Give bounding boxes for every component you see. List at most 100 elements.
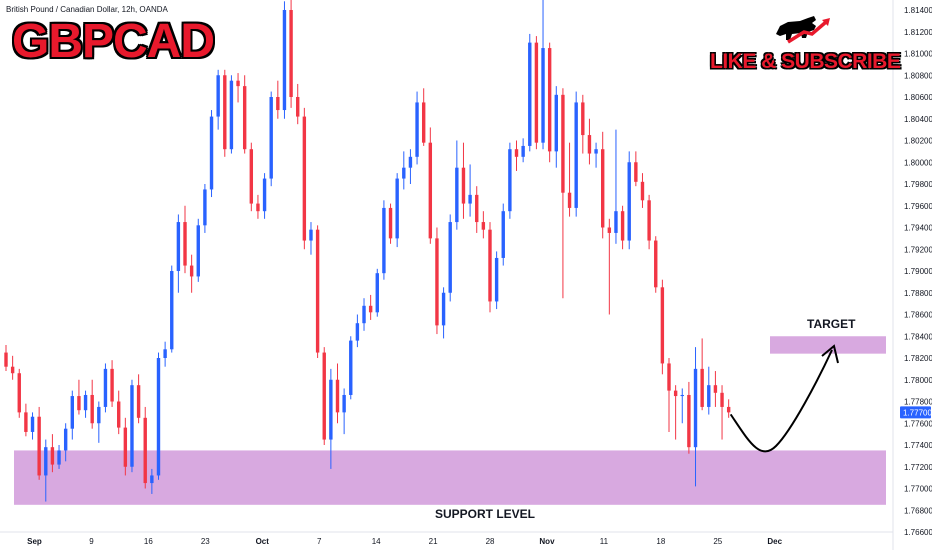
candle-body xyxy=(455,167,459,223)
candle-body xyxy=(150,475,154,484)
candle-body xyxy=(50,447,55,465)
candle xyxy=(57,445,61,469)
candle-body xyxy=(601,149,605,228)
candle-body xyxy=(581,102,585,136)
candle xyxy=(634,151,638,187)
candle xyxy=(508,142,512,219)
candle-body xyxy=(223,75,227,150)
candle-body xyxy=(4,352,8,367)
candle-body xyxy=(707,385,711,407)
candle-body xyxy=(614,211,618,233)
price-tick-label: 1.77800 xyxy=(904,398,932,407)
candle-body xyxy=(355,323,360,341)
candle-body xyxy=(83,394,88,411)
candle xyxy=(123,417,128,476)
candle-body xyxy=(242,86,247,150)
price-tick-label: 1.81000 xyxy=(904,50,932,59)
candle-body xyxy=(315,229,320,353)
candle-body xyxy=(282,10,287,111)
price-tick-label: 1.79800 xyxy=(904,180,932,189)
candle xyxy=(24,403,28,437)
candle xyxy=(209,110,214,198)
candle-body xyxy=(461,167,466,204)
candle-body xyxy=(368,305,373,313)
candle xyxy=(461,142,466,219)
candle-body xyxy=(475,194,479,223)
candle-body xyxy=(163,349,167,358)
candle xyxy=(594,142,598,168)
price-tick-label: 1.81200 xyxy=(904,28,932,37)
candle xyxy=(110,360,114,407)
date-tick-label: Nov xyxy=(539,537,555,546)
overlay-layer xyxy=(729,344,839,453)
candle-body xyxy=(156,358,161,476)
date-tick-label: 25 xyxy=(713,537,722,546)
candle-body xyxy=(183,222,187,266)
candle xyxy=(402,151,406,190)
candle-body xyxy=(70,396,74,429)
candle xyxy=(242,75,247,154)
candle-body xyxy=(468,194,472,204)
candle xyxy=(713,371,718,407)
candle-body xyxy=(441,292,446,326)
date-tick-label: 7 xyxy=(317,537,322,546)
candle xyxy=(97,401,101,443)
price-tick-label: 1.79200 xyxy=(904,245,932,254)
like-subscribe-banner: LIKE & SUBSCRIBE xyxy=(710,50,901,73)
candle-body xyxy=(216,75,220,117)
candle-body xyxy=(667,363,671,391)
candle xyxy=(216,69,220,130)
candle-body xyxy=(335,379,340,413)
candle xyxy=(183,205,187,274)
candle-body xyxy=(720,392,724,407)
candle-body xyxy=(209,116,214,190)
price-tick-label: 1.80800 xyxy=(904,71,932,80)
candle xyxy=(130,379,134,473)
support-label: SUPPORT LEVEL xyxy=(435,507,536,521)
candle-body xyxy=(375,273,379,313)
candle-body xyxy=(302,116,307,241)
candle xyxy=(428,127,433,244)
candle-body xyxy=(170,271,174,350)
price-tick-label: 1.81400 xyxy=(904,6,932,15)
date-tick-label: Dec xyxy=(767,537,782,546)
price-tick-label: 1.76800 xyxy=(904,506,932,515)
candle-body xyxy=(117,401,121,428)
candle xyxy=(581,94,585,154)
candle xyxy=(329,368,333,469)
candle xyxy=(103,363,108,413)
candle-body xyxy=(687,394,691,448)
candle xyxy=(50,434,55,473)
candle xyxy=(30,412,35,440)
candle-body xyxy=(700,368,704,407)
candle xyxy=(455,140,459,230)
candle-body xyxy=(236,80,240,87)
candle-body xyxy=(647,200,651,241)
candle-body xyxy=(514,149,519,157)
candle xyxy=(176,214,181,293)
candle-body xyxy=(673,390,678,397)
candle-body xyxy=(488,229,492,302)
candle xyxy=(660,279,665,375)
candle-body xyxy=(24,412,28,432)
candle-body xyxy=(501,211,505,258)
candle xyxy=(421,88,426,146)
candle-body xyxy=(322,352,326,440)
candle-body xyxy=(561,94,565,193)
price-tick-label: 1.79600 xyxy=(904,202,932,211)
price-tick-label: 1.77000 xyxy=(904,485,932,494)
candle xyxy=(17,368,21,418)
candle-body xyxy=(97,406,101,424)
candle xyxy=(282,1,287,119)
candle xyxy=(726,399,731,418)
price-tick-label: 1.78200 xyxy=(904,354,932,363)
candle-body xyxy=(37,416,41,476)
candle xyxy=(77,379,81,415)
candle xyxy=(720,385,724,440)
price-tick-label: 1.78400 xyxy=(904,332,932,341)
candle xyxy=(541,0,545,150)
candle-body xyxy=(329,379,333,440)
candle xyxy=(90,379,94,429)
candle xyxy=(707,366,711,415)
candle-body xyxy=(726,406,731,413)
